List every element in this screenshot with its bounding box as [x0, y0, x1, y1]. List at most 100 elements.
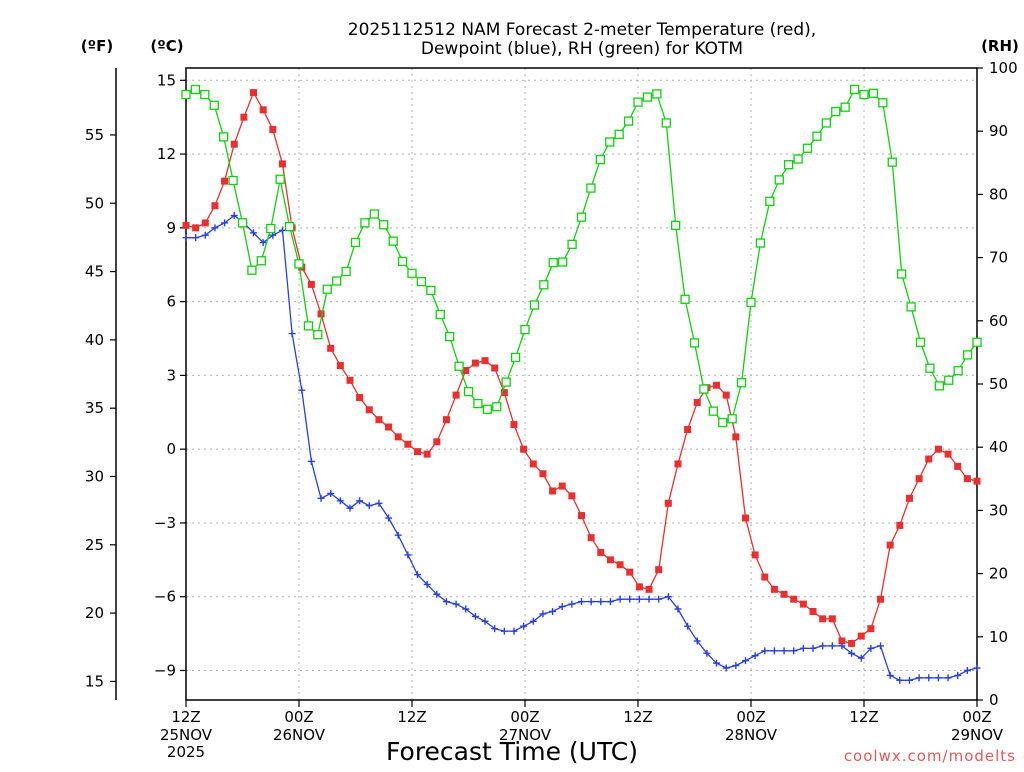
dewpoint-point: [713, 659, 721, 667]
rh-point: [680, 294, 690, 304]
rh-point: [586, 183, 596, 193]
fahrenheit-tick-label: 25: [85, 536, 104, 554]
2-meter-temperature-point: [471, 359, 479, 367]
dewpoint-point: [481, 617, 489, 625]
2-meter-temperature-point: [905, 494, 913, 502]
dewpoint-point: [915, 674, 923, 682]
dewpoint-point: [500, 627, 508, 635]
celsius-tick-label: 15: [157, 71, 176, 89]
dewpoint-point: [452, 600, 460, 608]
rh-point: [379, 220, 389, 230]
dewpoint-point: [896, 676, 904, 684]
2-meter-temperature-point: [857, 632, 865, 640]
rh-point: [558, 257, 568, 267]
2-meter-temperature-point: [375, 416, 383, 424]
rh-point: [416, 276, 427, 287]
2-meter-temperature-point: [606, 556, 614, 564]
dewpoint-point: [684, 622, 692, 630]
rh-point: [576, 212, 587, 222]
2-meter-temperature-point: [626, 568, 634, 576]
dewpoint-point: [790, 647, 798, 655]
2-meter-temperature-point: [886, 541, 894, 549]
rh-point: [473, 398, 483, 409]
dewpoint-point: [655, 595, 663, 603]
2-meter-temperature-point: [944, 450, 952, 458]
2-meter-temperature-point: [278, 160, 286, 168]
rh-point: [219, 132, 229, 142]
2-meter-temperature-point: [674, 460, 682, 468]
dewpoint-point: [973, 664, 981, 672]
dewpoint-point: [442, 598, 450, 606]
rh-point: [463, 386, 474, 397]
dewpoint-point: [722, 664, 730, 672]
x-tick-label-time: 00Z: [284, 708, 313, 726]
dewpoint-point: [201, 231, 209, 239]
2-meter-temperature-point: [259, 106, 267, 114]
rh-point: [247, 265, 257, 275]
dewpoint-point: [510, 627, 518, 635]
2-meter-temperature-point: [664, 499, 672, 507]
x-tick-label-date: 29NOV: [951, 726, 1004, 744]
celsius-tick-label: 9: [166, 219, 176, 237]
dewpoint-point: [394, 531, 402, 539]
2-meter-temperature-point: [365, 406, 373, 414]
dewpoint-point: [635, 595, 643, 603]
x-tick-label-time: 12Z: [623, 708, 652, 726]
celsius-unit-label: (ºC): [150, 37, 183, 55]
dewpoint-point: [491, 625, 499, 633]
2-meter-temperature-point: [568, 492, 576, 500]
2-meter-temperature-point: [645, 585, 653, 593]
rh-point: [765, 196, 775, 207]
fahrenheit-tick-label: 20: [85, 604, 104, 622]
rh-point: [774, 175, 784, 185]
2-meter-temperature-point: [433, 438, 441, 446]
rh-point: [614, 129, 624, 140]
rh-point: [802, 143, 813, 153]
rh-point: [294, 259, 304, 269]
rh-point: [727, 414, 737, 424]
fahrenheit-tick-label: 35: [85, 399, 104, 417]
rh-point: [953, 366, 963, 376]
2-meter-temperature-point: [414, 448, 422, 456]
rh-point: [944, 375, 954, 385]
dewpoint-point: [703, 649, 711, 657]
2-meter-temperature-point: [423, 450, 431, 458]
2-meter-temperature-point: [877, 595, 885, 603]
rh-point: [510, 352, 521, 363]
2-meter-temperature-point: [558, 482, 566, 490]
fahrenheit-tick-label: 50: [85, 194, 104, 212]
chart-title-line1: 2025112512 NAM Forecast 2-meter Temperat…: [348, 20, 816, 40]
2-meter-temperature-point: [385, 423, 393, 431]
dewpoint-point: [587, 598, 595, 606]
2-meter-temperature-point: [336, 362, 344, 370]
dewpoint-point: [905, 676, 913, 684]
rh-point: [642, 92, 653, 102]
2-meter-temperature-point: [655, 566, 663, 574]
dewpoint-point: [732, 662, 740, 670]
2-meter-temperature-point: [356, 394, 364, 402]
dewpoint-point: [674, 605, 682, 613]
2-meter-temperature-point: [896, 521, 904, 529]
rh-tick-label: 50: [989, 375, 1008, 393]
x-tick-label-time: 12Z: [397, 708, 426, 726]
dewpoint-point: [857, 654, 865, 662]
dewpoint-point: [192, 234, 200, 242]
rh-point: [915, 337, 926, 347]
2-meter-temperature-point: [761, 573, 769, 581]
x-axis-title: Forecast Time (UTC): [386, 737, 638, 766]
rh-tick-label: 10: [989, 628, 1008, 646]
dewpoint-point: [693, 637, 701, 645]
fahrenheit-unit-label: (ºF): [81, 37, 113, 55]
2-meter-temperature-point: [799, 600, 807, 608]
rh-point: [736, 378, 747, 388]
rh-point: [445, 331, 455, 342]
dewpoint-point: [288, 330, 296, 338]
dewpoint-point: [809, 644, 817, 652]
rh-point: [812, 131, 822, 141]
dewpoint-point: [433, 590, 441, 598]
2-meter-temperature-point: [240, 113, 248, 121]
dewpoint-point: [886, 671, 894, 679]
2-meter-temperature-point: [597, 548, 605, 556]
2-meter-temperature-point: [915, 475, 923, 483]
